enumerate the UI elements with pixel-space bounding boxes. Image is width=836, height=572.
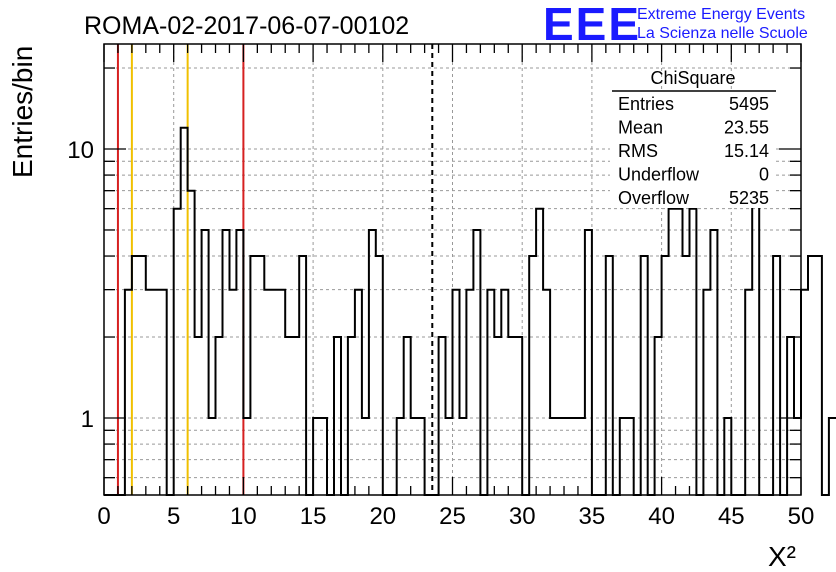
x-tick-label: 30 [509,503,536,530]
stats-row-value: 23.55 [724,118,769,138]
x-tick-labels: 0 5 10 15 20 25 30 35 40 45 50 [97,503,814,530]
stats-row-value: 15.14 [724,141,769,161]
logo-letters: EEE [543,0,641,50]
reference-lines [116,44,434,495]
stats-row-value: 5495 [729,94,769,114]
stats-box: ChiSquare Entries 5495 Mean 23.55 RMS 15.14 Un… [610,68,776,208]
x-tick-label: 15 [300,503,327,530]
y-axis-label: Entries/bin [7,46,38,178]
x-axis-label: X² [768,541,796,572]
x-tick-label: 20 [369,503,396,530]
stats-row-value: 5235 [729,188,769,208]
chart-title: ROMA-02-2017-06-07-00102 [84,12,409,40]
stats-row-label: Overflow [618,188,690,208]
stats-box-bg [610,90,776,208]
y-tick-label: 10 [67,137,94,164]
stats-row-label: Entries [618,94,674,114]
x-tick-label: 40 [648,503,675,530]
y-tick-label: 1 [81,406,94,433]
stats-title: ChiSquare [650,68,735,88]
logo-line2: La Scienza nelle Scuole [637,25,808,42]
x-tick-label: 10 [230,503,257,530]
histogram-outline [104,126,836,496]
x-tick-label: 5 [167,503,180,530]
y-tick-labels: 1 10 [67,137,94,433]
x-tick-label: 45 [718,503,745,530]
stats-row-label: Underflow [618,165,700,185]
logo-line1: Extreme Energy Events [637,6,805,23]
axis-ticks [103,44,802,495]
stats-row-label: Mean [618,118,663,138]
x-tick-label: 0 [97,503,110,530]
x-tick-label: 25 [439,503,466,530]
x-tick-label: 50 [788,503,815,530]
x-tick-label: 35 [579,503,606,530]
stats-row-value: 0 [759,165,769,185]
stats-row-label: RMS [618,141,658,161]
eee-logo: EEE Extreme Energy Events La Scienza nel… [543,0,808,50]
